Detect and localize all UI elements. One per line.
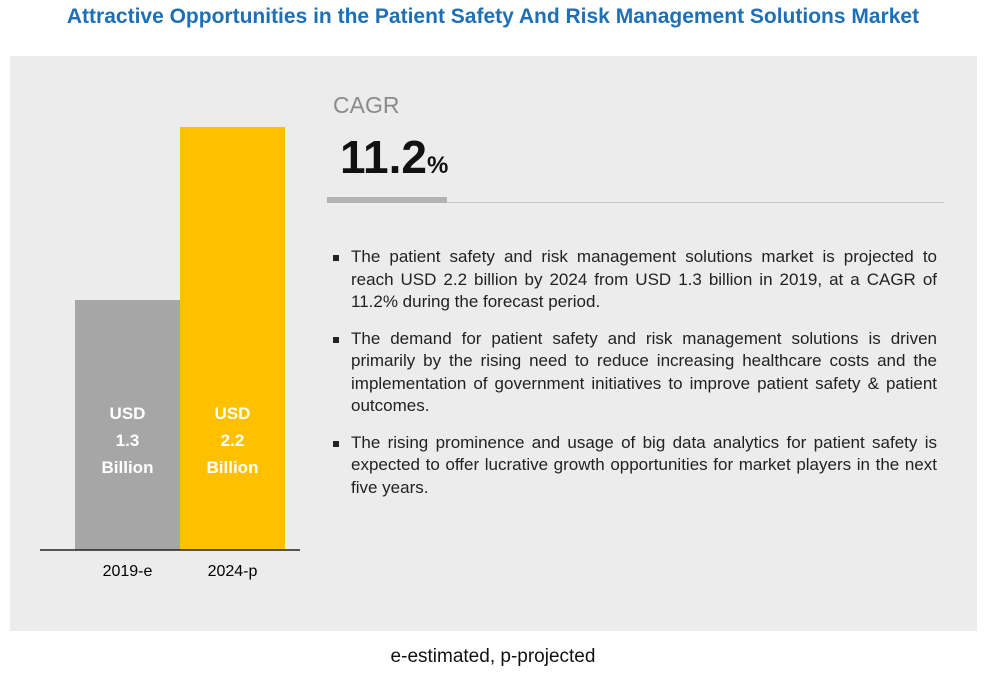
cagr-label: CAGR	[333, 92, 400, 118]
x-tick-label: 2024-p	[207, 563, 258, 580]
bar-label-line: USD	[214, 404, 251, 423]
bar-label-line: 2.2	[220, 431, 245, 450]
cagr-number: 11.2	[340, 131, 427, 183]
key-point: The patient safety and risk management s…	[333, 246, 937, 314]
chart-title: Attractive Opportunities in the Patient …	[66, 5, 920, 28]
bar-label-line: Billion	[101, 458, 154, 477]
cagr-underline-accent	[327, 197, 447, 203]
bar-label-line: 1.3	[115, 431, 140, 450]
x-tick-label: 2019-e	[102, 563, 153, 580]
cagr-unit: %	[427, 152, 449, 179]
bar-label-line: USD	[109, 404, 146, 423]
bullet-icon	[333, 336, 339, 343]
cagr-divider	[447, 202, 944, 203]
bar-label-line: Billion	[206, 458, 259, 477]
bullet-icon	[333, 255, 339, 261]
footnote: e-estimated, p-projected	[390, 646, 596, 667]
key-point: The demand for patient safety and risk m…	[333, 328, 937, 418]
key-points-list: The patient safety and risk management s…	[333, 246, 937, 513]
bullet-icon	[333, 440, 339, 447]
bar-2024-p	[180, 127, 285, 550]
key-point: The rising prominence and usage of big d…	[333, 432, 937, 500]
bar-value-label: USD 1.3 Billion	[78, 400, 178, 481]
bar-2019-e	[75, 300, 180, 550]
bar-value-label: USD 2.2 Billion	[183, 400, 283, 481]
cagr-value: 11.2%	[340, 130, 448, 184]
